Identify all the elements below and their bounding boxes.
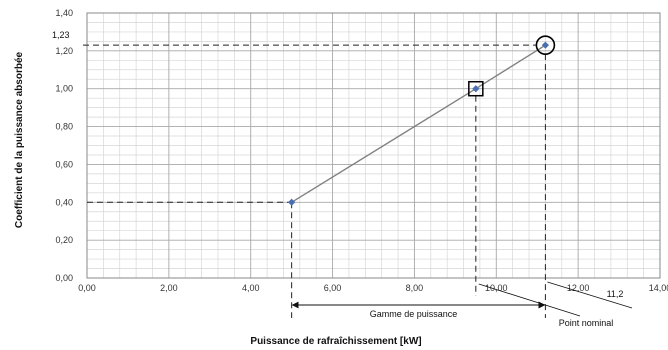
x-tick-label: 2,00 [160, 283, 178, 293]
data-markers [288, 41, 549, 206]
circle-highlight [535, 35, 556, 55]
x-tick-label: 14,00 [649, 283, 668, 293]
reference-dashed-lines [83, 44, 546, 318]
plot-area-border [86, 12, 661, 279]
data-point-marker [541, 41, 549, 49]
x-value-label: 11,2 [607, 289, 624, 299]
y-tick-label: 0,80 [55, 122, 73, 132]
data-point-marker [288, 198, 296, 206]
nominal-label: Point nominal [559, 318, 614, 328]
y-tick-labels: 0,00 0,20 0,40 0,60 0,80 1,00 1,20 1,40 [55, 8, 73, 283]
plot-frame [86, 12, 661, 279]
y-tick-label: 0,20 [55, 235, 73, 245]
y-tick-label: 1,20 [55, 46, 73, 56]
x-axis-title: Puissance de rafraîchissement [kW] [250, 336, 421, 347]
y-value-label: 1,23 [52, 30, 70, 40]
y-tick-label: 0,40 [55, 197, 73, 207]
y-tick-label: 0,00 [55, 273, 73, 283]
square-highlight [468, 80, 484, 97]
x-tick-label: 0,00 [78, 283, 96, 293]
y-tick-label: 1,40 [55, 8, 73, 18]
x-tick-label: 8,00 [406, 283, 424, 293]
y-axis-title: Coefficient de la puissance absorbée [14, 51, 25, 228]
x-tick-label: 6,00 [324, 283, 342, 293]
x-tick-label: 4,00 [242, 283, 260, 293]
point-highlights [468, 35, 556, 97]
x-tick-label: 10,00 [485, 283, 508, 293]
data-point-marker [472, 85, 480, 93]
annotations: 1,23 Gamme de puissance Point nominal 11,2 [52, 30, 633, 328]
range-label: Gamme de puissance [370, 309, 458, 319]
x-tick-labels: 0,00 2,00 4,00 6,00 8,00 10,00 12,00 14,00 [78, 283, 668, 293]
series-line-path [291, 44, 546, 203]
y-tick-label: 1,00 [55, 84, 73, 94]
y-tick-label: 0,60 [55, 159, 73, 169]
minor-gridlines [87, 13, 660, 278]
series-line [291, 44, 546, 203]
x-tick-label: 12,00 [567, 283, 590, 293]
leader-line-middle [478, 283, 581, 317]
leader-line-last [547, 281, 633, 309]
